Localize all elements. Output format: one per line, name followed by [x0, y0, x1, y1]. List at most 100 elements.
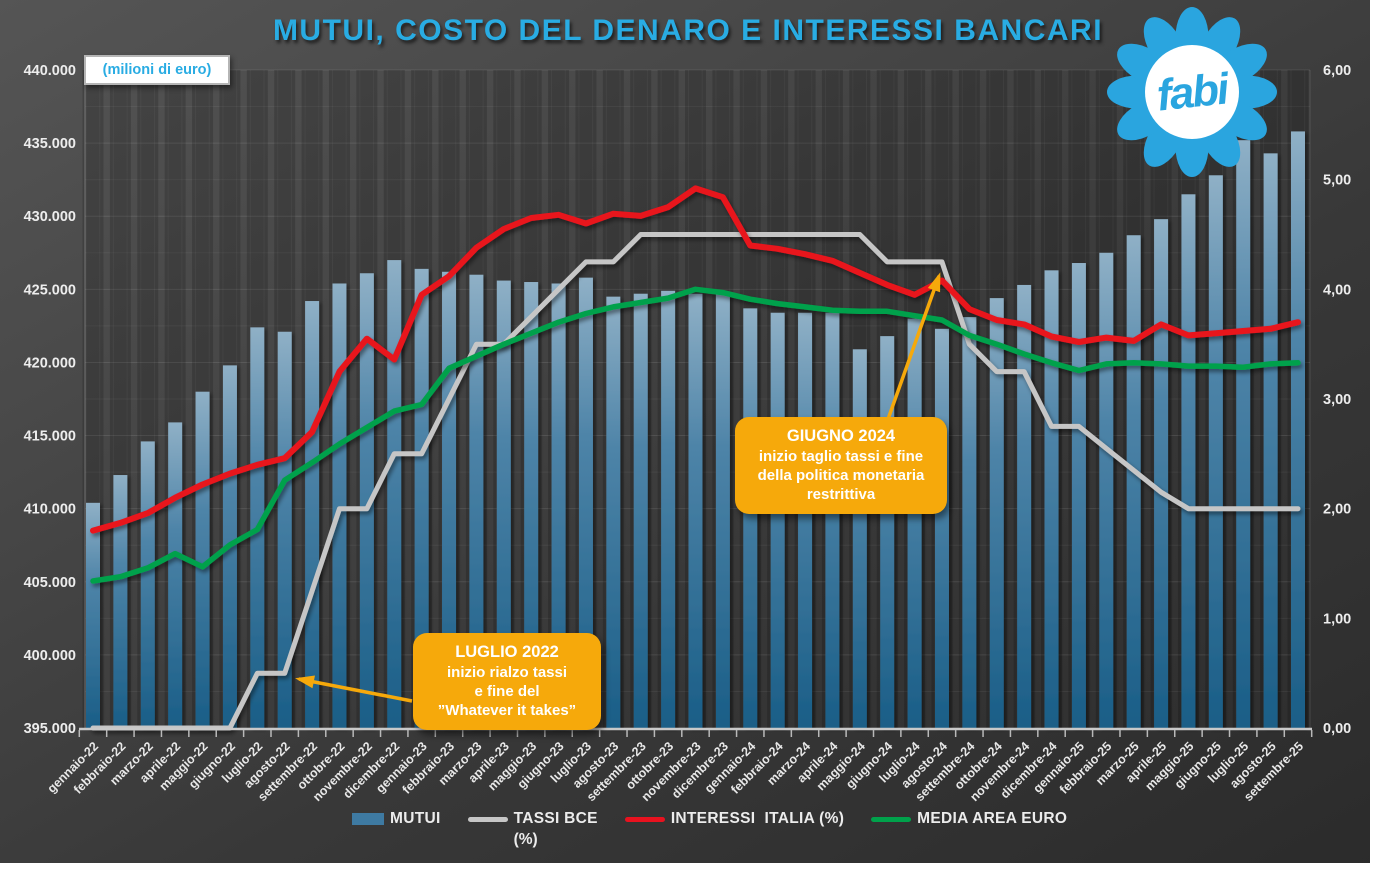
bar-agosto-22 [277, 331, 292, 728]
left-axis-tick-label: 405.000 [24, 575, 76, 591]
bar-ottobre-23 [661, 290, 676, 728]
bar-maggio-22 [195, 391, 210, 728]
legend-label: MUTUI [390, 810, 441, 827]
bar-gennaio-24 [743, 308, 758, 728]
callout-arrowhead-icon [295, 675, 315, 689]
bar-aprile-23 [496, 280, 511, 728]
legend-label: INTERESSI ITALIA (%) [670, 810, 845, 827]
bar-settembre-25 [1291, 131, 1305, 728]
bar-febbraio-22 [113, 475, 128, 728]
line-interessi-italia- [90, 185, 1301, 534]
right-axis-tick-label: 4,00 [1323, 282, 1351, 298]
bar-marzo-24 [798, 312, 813, 728]
callout-line: restrittiva [806, 486, 876, 504]
left-axis-tick-label: 400.000 [24, 648, 76, 664]
right-axis-labels: 6,00 5,00 4,00 3,00 2,00 1,00 0,00 [1323, 63, 1351, 737]
bar-agosto-23 [606, 296, 621, 728]
unit-label-box: (milioni di euro) [84, 55, 230, 85]
bar-aprile-24 [825, 312, 840, 728]
left-axis-tick-label: 425.000 [24, 282, 76, 298]
bar-maggio-24 [852, 349, 867, 728]
bar-agosto-24 [934, 328, 949, 728]
legend-item-interessi-italia: INTERESSI ITALIA (%) [624, 810, 845, 828]
callout-line: inizio taglio tassi e fine [758, 448, 924, 466]
slide-bottom-margin [0, 863, 1376, 876]
right-axis-tick-label: 0,00 [1323, 721, 1351, 737]
callout-arrow [885, 275, 941, 423]
left-axis-tick-label: 415.000 [24, 429, 76, 445]
bar-gennaio-25 [1071, 263, 1086, 728]
callout-arrow [298, 677, 413, 703]
bar-gennaio-23 [414, 268, 429, 728]
left-axis-tick-label: 430.000 [24, 209, 76, 225]
bar-luglio-23 [578, 277, 593, 728]
bar-febbraio-23 [442, 271, 457, 728]
bar-maggio-25 [1181, 194, 1196, 729]
legend-label: MEDIA AREA EURO [917, 810, 1068, 827]
media-area-euro-line-icon [871, 817, 912, 822]
bar-luglio-24 [907, 318, 922, 728]
interessi-italia-line-icon [624, 817, 665, 822]
bar-dicembre-23 [715, 293, 730, 728]
bar-ottobre-24 [989, 298, 1004, 728]
legend-item-media-area-euro: MEDIA AREA EURO [871, 810, 1067, 828]
callout-luglio-2022: LUGLIO 2022 inizio rialzo tassi e fine d… [413, 633, 601, 730]
x-axis-ticks [78, 730, 1313, 737]
callout-title: LUGLIO 2022 [455, 643, 559, 661]
callout-giugno-2024: GIUGNO 2024 inizio taglio tassi e fine d… [735, 417, 947, 514]
line-tassi-bce- [90, 232, 1301, 731]
bar-aprile-25 [1154, 219, 1169, 728]
bar-giugno-25 [1208, 175, 1223, 728]
bar-marzo-22 [140, 441, 155, 728]
left-axis-labels: 440.000 435.000 430.000 425.000 420.000 415.0… [24, 63, 76, 737]
right-axis-tick-label: 3,00 [1323, 392, 1351, 408]
bar-agosto-25 [1263, 153, 1278, 728]
mutui-bars [86, 131, 1305, 729]
left-axis-tick-label: 440.000 [24, 63, 76, 79]
callout-title: GIUGNO 2024 [786, 427, 896, 445]
chart-title: MUTUI, COSTO DEL DENARO E INTERESSI BANC… [272, 14, 1104, 47]
left-axis-tick-label: 410.000 [24, 502, 76, 518]
logo-center-circle [1145, 45, 1239, 139]
callout-line: ”Whatever it takes” [437, 702, 577, 720]
bar-febbraio-24 [770, 312, 785, 728]
bar-aprile-22 [168, 422, 183, 728]
right-axis-tick-label: 2,00 [1323, 502, 1351, 518]
x-axis-labels: gennaio-22febbraio-22marzo-22aprile-22ma… [45, 739, 1307, 804]
legend-item-tassi-bce: TASSI BCE (%) [467, 810, 598, 849]
bar-giugno-23 [551, 283, 566, 728]
left-axis-tick-label: 435.000 [24, 136, 76, 152]
slide-right-margin [1370, 0, 1376, 876]
bar-febbraio-25 [1099, 252, 1114, 728]
bar-ottobre-22 [332, 283, 347, 728]
right-axis-tick-label: 5,00 [1323, 173, 1351, 189]
bar-dicembre-22 [387, 260, 402, 728]
callout-line: inizio rialzo tassi [446, 664, 568, 682]
bar-settembre-23 [633, 293, 648, 728]
tassi-bce-line-icon [467, 817, 508, 822]
legend-item-mutui: MUTUI [352, 810, 441, 828]
bar-novembre-24 [1017, 284, 1032, 728]
bar-novembre-22 [359, 273, 374, 728]
fabi-logo: fabi [1107, 7, 1277, 177]
bar-marzo-25 [1126, 235, 1141, 728]
bar-novembre-23 [688, 293, 703, 728]
legend: MUTUI TASSI BCE (%) INTERESSI ITALIA (%)… [352, 810, 1067, 849]
bar-settembre-24 [962, 317, 977, 728]
bar-giugno-24 [880, 336, 895, 728]
callout-line: della politica monetaria [757, 467, 925, 485]
callout-arrowhead-icon [927, 272, 941, 293]
bar-luglio-25 [1236, 140, 1251, 729]
callout-line: e fine del [474, 683, 540, 701]
legend-label: TASSI BCE [513, 810, 598, 827]
right-axis-tick-label: 1,00 [1323, 611, 1351, 627]
bar-marzo-23 [469, 274, 484, 728]
bar-dicembre-24 [1044, 270, 1059, 728]
left-axis-tick-label: 395.000 [24, 721, 76, 737]
bar-maggio-23 [524, 282, 539, 728]
left-axis-tick-label: 420.000 [24, 355, 76, 371]
line-media-area-euro [90, 286, 1301, 584]
legend-sublabel: (%) [513, 831, 538, 848]
